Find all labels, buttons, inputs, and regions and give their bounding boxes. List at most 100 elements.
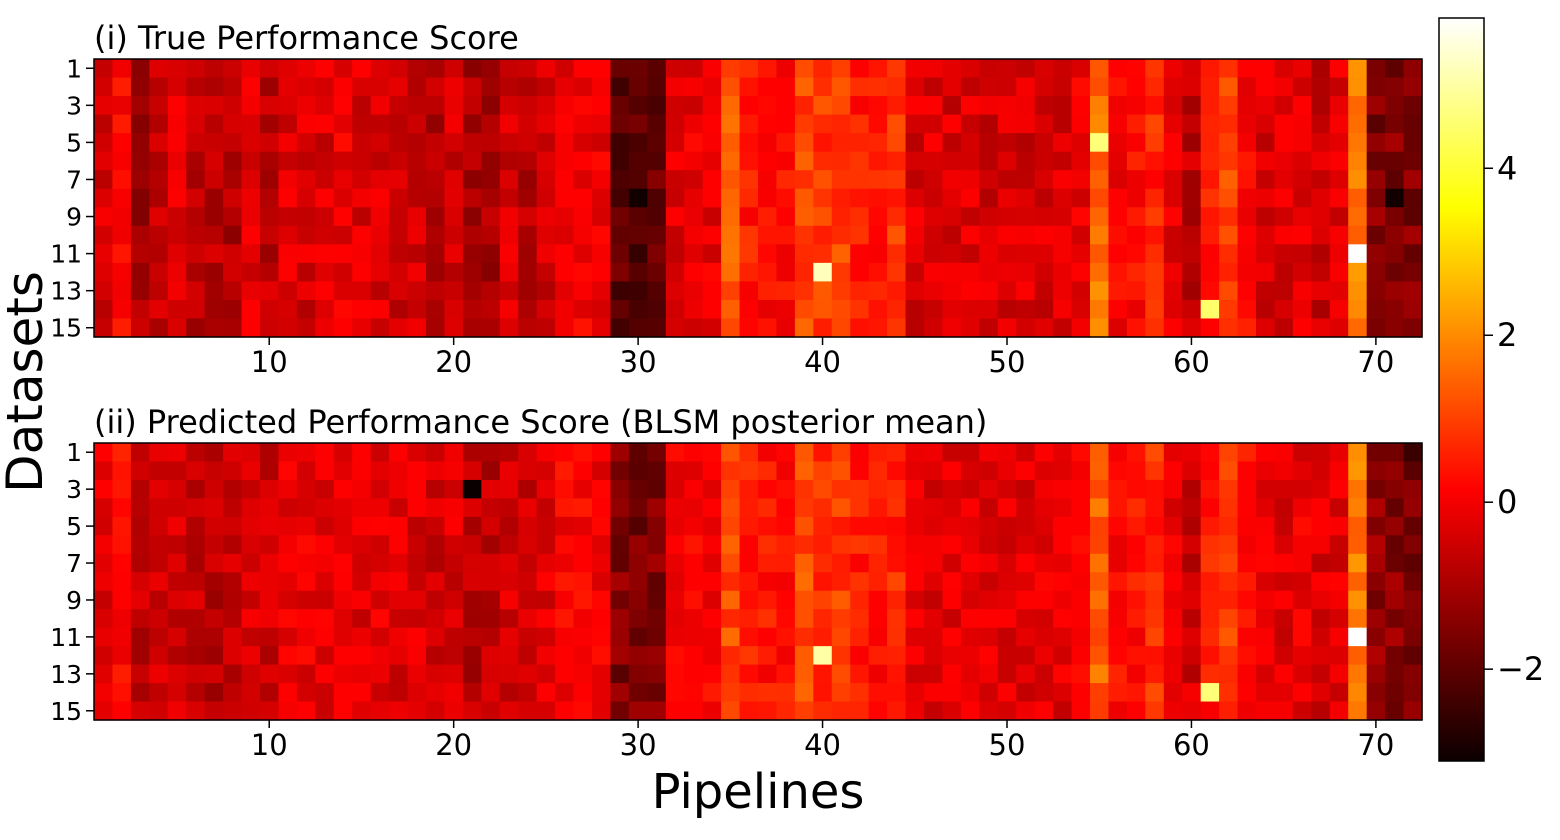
heatmap-cell: [260, 188, 280, 208]
heatmap-cell: [905, 516, 925, 536]
heatmap-cell: [536, 262, 556, 282]
heatmap-cell: [1034, 225, 1054, 245]
heatmap-cell: [887, 170, 907, 190]
heatmap-cell: [333, 281, 353, 301]
heatmap-cell: [370, 498, 390, 518]
heatmap-cell: [1329, 498, 1349, 518]
heatmap-cell: [721, 479, 741, 499]
heatmap-cell: [1385, 207, 1405, 227]
heatmap-cell: [905, 590, 925, 610]
heatmap-cell: [850, 170, 870, 190]
heatmap-cell: [794, 516, 814, 536]
heatmap-cell: [1366, 516, 1386, 536]
heatmap-cell: [776, 281, 796, 301]
heatmap-cell: [426, 225, 446, 245]
heatmap-cell: [389, 664, 409, 684]
heatmap-cell: [1145, 114, 1165, 134]
heatmap-cell: [739, 188, 759, 208]
heatmap-cell: [1219, 244, 1239, 264]
heatmap-cell: [1090, 170, 1110, 190]
heatmap-cell: [721, 572, 741, 592]
heatmap-cell: [647, 96, 667, 116]
heatmap-cell: [333, 535, 353, 555]
heatmap-cell: [518, 443, 538, 463]
heatmap-cell: [1016, 461, 1036, 481]
heatmap-cell: [1274, 133, 1294, 153]
heatmap-cell: [1053, 151, 1073, 171]
heatmap-cell: [426, 590, 446, 610]
heatmap-cell: [499, 281, 519, 301]
heatmap-cell: [702, 114, 722, 134]
heatmap-cell: [1219, 318, 1239, 338]
heatmap-cell: [592, 299, 612, 320]
heatmap-cell: [370, 664, 390, 684]
heatmap-cell: [94, 133, 114, 153]
heatmap-cell: [1385, 299, 1405, 320]
heatmap-cell: [610, 318, 630, 338]
heatmap-cell: [389, 553, 409, 573]
heatmap-cell: [702, 77, 722, 97]
heatmap-cell: [260, 244, 280, 264]
heatmap-cell: [942, 170, 962, 190]
heatmap-cell: [960, 498, 980, 518]
heatmap-cell: [758, 281, 778, 301]
heatmap-cell: [905, 170, 925, 190]
heatmap-cell: [389, 281, 409, 301]
heatmap-cell: [924, 627, 944, 647]
heatmap-cell: [794, 572, 814, 592]
heatmap-cell: [776, 609, 796, 629]
heatmap-cell: [462, 572, 482, 592]
heatmap-cell: [573, 683, 593, 703]
heatmap-cell: [979, 479, 999, 499]
heatmap-cell: [794, 77, 814, 97]
heatmap-cell: [628, 225, 648, 245]
heatmap-cell: [794, 207, 814, 227]
heatmap-cell: [739, 133, 759, 153]
heatmap-cell: [684, 77, 704, 97]
heatmap-cell: [1126, 535, 1146, 555]
heatmap-cell: [573, 299, 593, 320]
heatmap-cell: [223, 553, 243, 573]
heatmap-cell: [426, 207, 446, 227]
heatmap-cell: [1108, 77, 1128, 97]
heatmap-cell: [426, 498, 446, 518]
heatmap-cell: [813, 151, 833, 171]
heatmap-cell: [1292, 225, 1312, 245]
heatmap-cell: [1348, 627, 1368, 647]
heatmap-cell: [1329, 590, 1349, 610]
heatmap-cell: [444, 207, 464, 227]
heatmap-cell: [628, 664, 648, 684]
heatmap-cell: [628, 590, 648, 610]
heatmap-cell: [278, 59, 298, 79]
heatmap-cell: [149, 151, 169, 171]
heatmap-cell: [813, 535, 833, 555]
heatmap-cell: [1108, 225, 1128, 245]
heatmap-cell: [426, 701, 446, 721]
heatmap-cell: [1311, 609, 1331, 629]
heatmap-cell: [499, 96, 519, 116]
heatmap-cell: [960, 225, 980, 245]
heatmap-cell: [1071, 609, 1091, 629]
heatmap-cell: [794, 96, 814, 116]
heatmap-cell: [1237, 96, 1257, 116]
heatmap-cell: [1329, 114, 1349, 134]
heatmap-cell: [794, 683, 814, 703]
heatmap-cell: [241, 170, 261, 190]
heatmap-cell: [370, 553, 390, 573]
heatmap-cell: [149, 572, 169, 592]
heatmap-cell: [868, 498, 888, 518]
heatmap-cell: [186, 170, 206, 190]
heatmap-cell: [352, 262, 372, 282]
heatmap-cell: [462, 646, 482, 666]
heatmap-cell: [296, 609, 316, 629]
heatmap-cell: [94, 479, 114, 499]
heatmap-cell: [1200, 207, 1220, 227]
heatmap-cell: [1090, 683, 1110, 703]
heatmap-cell: [352, 114, 372, 134]
heatmap-cell: [94, 701, 114, 721]
heatmap-cell: [1274, 318, 1294, 338]
heatmap-cell: [296, 133, 316, 153]
heatmap-cell: [1090, 609, 1110, 629]
heatmap-cell: [1403, 262, 1423, 282]
heatmap-cell: [1090, 535, 1110, 555]
